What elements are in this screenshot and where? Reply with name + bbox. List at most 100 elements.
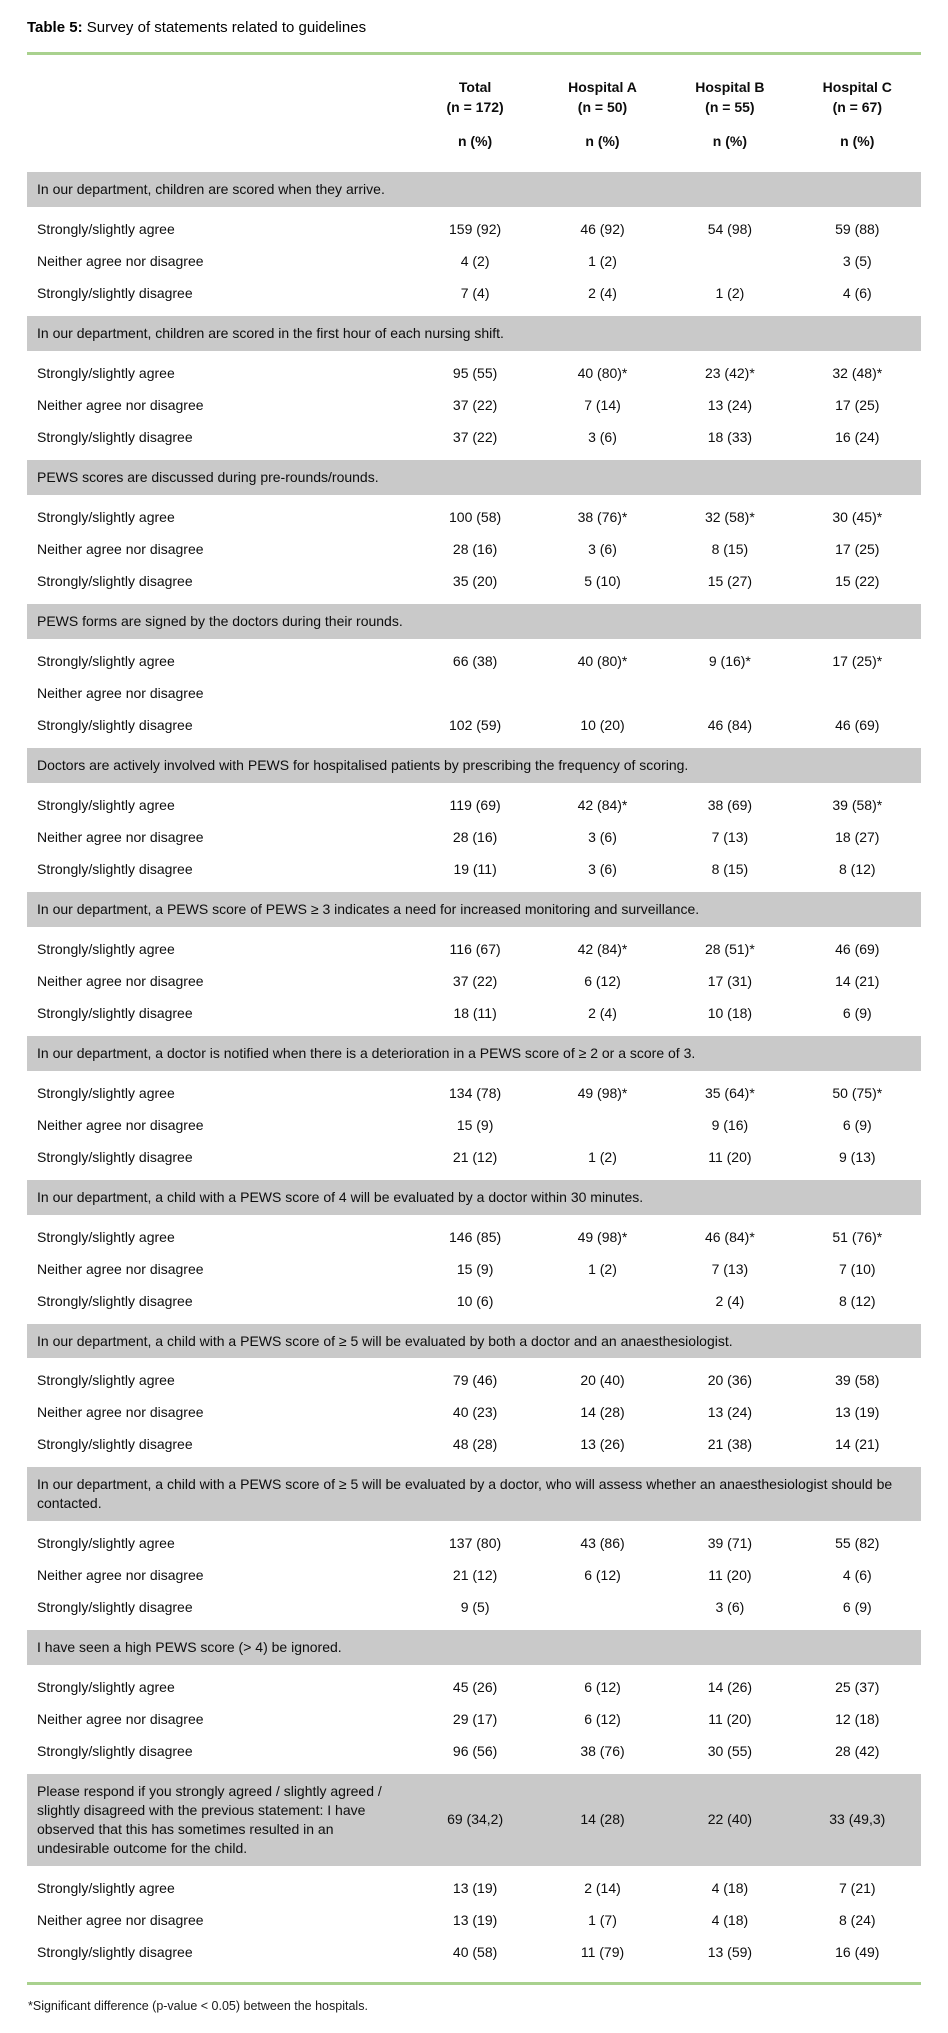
- response-row: Strongly/slightly disagree 48 (28) 13 (26)…: [27, 1428, 921, 1464]
- table-title-text: Survey of statements related to guidelin…: [82, 19, 367, 36]
- value-cell: 13 (24): [707, 397, 753, 414]
- response-row: Strongly/slightly disagree 102 (59) 10 (20…: [27, 709, 921, 745]
- top-rule: [27, 51, 921, 55]
- value-cell: 16 (49): [835, 1943, 880, 1960]
- value-cell: 5 (10): [584, 573, 621, 590]
- response-label: Neither agree nor disagree: [37, 684, 204, 701]
- value-cell: 8 (15): [711, 860, 749, 877]
- statement-band-row: In our department, a child with a PEWS s…: [27, 1460, 921, 1528]
- response-label: Strongly/slightly disagree: [37, 1943, 193, 1960]
- statement-band-row: In our department, a child with a PEWS s…: [27, 1316, 921, 1365]
- value-cell: 28 (51)*: [704, 940, 755, 957]
- header-col-n: (n = 55): [705, 98, 755, 115]
- value-cell: 1 (2): [588, 1148, 617, 1165]
- statement-band-row: In our department, children are scored i…: [27, 309, 921, 358]
- value-cell: [539, 1591, 666, 1627]
- value-cell: 6 (9): [842, 1116, 872, 1133]
- table-title: Table 5: Survey of statements related to…: [27, 18, 921, 38]
- value-cell: 18 (33): [707, 429, 753, 446]
- response-label: Strongly/slightly disagree: [37, 1743, 193, 1760]
- value-cell: 100 (58): [449, 509, 502, 526]
- value-cell: 51 (76)*: [832, 1228, 883, 1245]
- value-cell: 9 (16)*: [708, 652, 751, 669]
- response-label: Neither agree nor disagree: [37, 1911, 204, 1928]
- header-col-total: Total (n = 172): [411, 59, 538, 120]
- value-cell: 102 (59): [449, 716, 502, 733]
- value-cell: 1 (7): [588, 1911, 617, 1928]
- value-cell: 46 (92): [580, 221, 625, 238]
- header-col-name: Hospital C: [822, 78, 892, 95]
- value-cell: 2 (4): [715, 1292, 745, 1309]
- statement-value-cell: 14 (28): [538, 1767, 667, 1872]
- statement-text: PEWS scores are discussed during pre-rou…: [27, 453, 921, 502]
- survey-table: Total (n = 172) Hospital A (n = 50) Hosp…: [27, 59, 921, 1968]
- response-row: Strongly/slightly agree 45 (26) 6 (12) 14 (…: [27, 1668, 921, 1703]
- value-cell: 21 (12): [452, 1567, 498, 1584]
- response-row: Strongly/slightly agree 79 (46) 20 (40) 20 …: [27, 1361, 921, 1396]
- value-cell: 119 (69): [449, 796, 501, 813]
- response-label: Strongly/slightly agree: [37, 509, 175, 526]
- value-cell: 15 (27): [707, 573, 753, 590]
- value-cell: 12 (18): [835, 1711, 880, 1728]
- value-cell: 50 (75)*: [832, 1084, 883, 1101]
- response-label: Strongly/slightly disagree: [37, 860, 193, 877]
- statement-band-row: PEWS scores are discussed during pre-rou…: [27, 453, 921, 502]
- response-row: Strongly/slightly disagree 96 (56) 38 (76)…: [27, 1735, 921, 1771]
- header-unit-hospital-a: n (%): [585, 133, 620, 150]
- value-cell: 13 (19): [452, 1911, 498, 1928]
- value-cell: 15 (9): [456, 1260, 494, 1277]
- response-label: Strongly/slightly agree: [37, 1228, 175, 1245]
- response-label: Neither agree nor disagree: [37, 397, 204, 414]
- value-cell: 8 (15): [711, 541, 749, 558]
- value-cell: 28 (16): [452, 828, 498, 845]
- value-cell: 7 (14): [584, 397, 621, 414]
- statement-text: In our department, a PEWS score of PEWS …: [27, 884, 921, 933]
- statement-band-row: I have seen a high PEWS score (> 4) be i…: [27, 1623, 921, 1672]
- value-cell: 8 (12): [839, 860, 876, 877]
- header-unit-hospital-b: n (%): [712, 133, 747, 150]
- value-cell: [666, 245, 793, 277]
- value-cell: 7 (13): [711, 828, 749, 845]
- value-cell: 14 (21): [835, 1436, 880, 1453]
- response-row: Strongly/slightly agree 146 (85) 49 (98)* 4…: [27, 1218, 921, 1253]
- response-row: Strongly/slightly agree 95 (55) 40 (80)* 23…: [27, 354, 921, 389]
- response-row: Strongly/slightly disagree 35 (20) 5 (10) 1…: [27, 565, 921, 601]
- value-cell: 40 (80)*: [577, 365, 628, 382]
- value-cell: 39 (58)*: [832, 796, 883, 813]
- value-cell: 32 (58)*: [704, 509, 755, 526]
- value-cell: 20 (36): [707, 1372, 753, 1389]
- response-label: Strongly/slightly disagree: [37, 1436, 193, 1453]
- response-label: Strongly/slightly agree: [37, 796, 175, 813]
- response-label: Neither agree nor disagree: [37, 1404, 204, 1421]
- value-cell: 4 (6): [842, 1567, 872, 1584]
- value-cell: 15 (9): [456, 1116, 494, 1133]
- bottom-rule: [27, 1981, 921, 1985]
- value-cell: 7 (13): [711, 1260, 749, 1277]
- value-cell: 13 (19): [835, 1404, 880, 1421]
- response-row: Strongly/slightly disagree 19 (11) 3 (6) 8 …: [27, 853, 921, 889]
- value-cell: 3 (6): [588, 860, 617, 877]
- header-empty-cell: [27, 59, 411, 120]
- value-cell: 11 (20): [708, 1711, 752, 1728]
- value-cell: 79 (46): [452, 1372, 498, 1389]
- value-cell: 49 (98)*: [577, 1084, 628, 1101]
- statement-value-cell: 69 (34,2): [411, 1767, 539, 1872]
- significance-footnote: *Significant difference (p-value < 0.05)…: [28, 1998, 368, 2013]
- value-cell: 39 (71): [707, 1535, 753, 1552]
- response-label: Neither agree nor disagree: [37, 253, 204, 270]
- value-cell: 7 (4): [460, 285, 490, 302]
- value-cell: 159 (92): [449, 221, 502, 238]
- value-cell: 11 (79): [580, 1943, 625, 1960]
- value-cell: 40 (80)*: [577, 652, 628, 669]
- response-row: Neither agree nor disagree 21 (12) 6 (12) 1…: [27, 1559, 921, 1591]
- value-cell: [539, 1285, 666, 1321]
- value-cell: 2 (14): [584, 1879, 621, 1896]
- response-row: Neither agree nor disagree 13 (19) 1 (7) 4 …: [27, 1904, 921, 1936]
- value-cell: 3 (6): [715, 1599, 745, 1616]
- value-cell: 2 (4): [588, 285, 617, 302]
- value-cell: 4 (18): [711, 1879, 749, 1896]
- response-label: Strongly/slightly disagree: [37, 716, 193, 733]
- statement-text: PEWS forms are signed by the doctors dur…: [27, 597, 921, 645]
- response-row: Strongly/slightly disagree 21 (12) 1 (2) 11…: [27, 1141, 921, 1177]
